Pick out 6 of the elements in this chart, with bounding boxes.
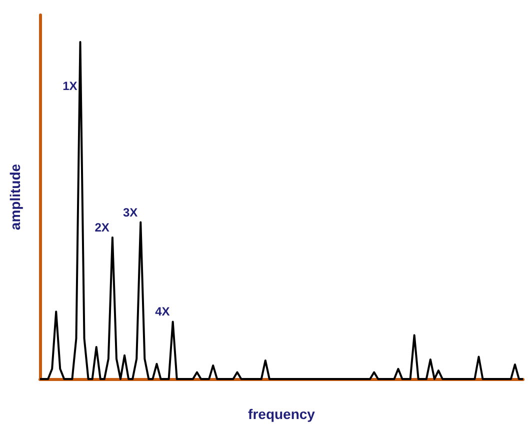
annotation: 2X xyxy=(94,220,110,234)
annotation: 1X xyxy=(62,78,78,93)
annotation: 3X xyxy=(122,205,138,220)
annotation: 4X xyxy=(155,304,170,319)
x-axis-title: frequency xyxy=(248,406,316,422)
y-axis-title: amplitude xyxy=(7,164,23,230)
